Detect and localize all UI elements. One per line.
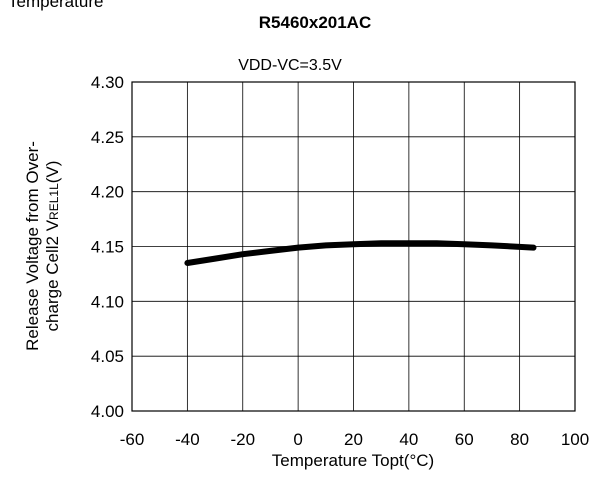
- y-tick-label: 4.20: [91, 183, 124, 202]
- x-tick-label: 80: [510, 430, 529, 449]
- y-tick-label: 4.05: [91, 347, 124, 366]
- cropped-caption: Temperature: [8, 0, 104, 11]
- y-axis-label-line2-sub: REL1L: [47, 183, 61, 220]
- chart-title: R5460x201AC: [259, 13, 371, 32]
- y-tick-label: 4.10: [91, 292, 124, 311]
- x-tick-label: 100: [561, 430, 589, 449]
- series-group: [184, 240, 537, 266]
- x-tick-label: -40: [175, 430, 200, 449]
- series-line: [184, 240, 537, 266]
- y-axis-label-line1-group: Release Voltage from Over-: [23, 141, 42, 351]
- x-axis-label: Temperature Topt(°C): [272, 451, 434, 470]
- y-tick-labels: 4.00 4.05 4.10 4.15 4.20 4.25 4.30: [91, 73, 124, 421]
- x-tick-label: 20: [344, 430, 363, 449]
- y-tick-label: 4.25: [91, 128, 124, 147]
- x-tick-label: -20: [230, 430, 255, 449]
- x-tick-label: 60: [455, 430, 474, 449]
- x-tick-label: -60: [120, 430, 145, 449]
- y-tick-label: 4.00: [91, 402, 124, 421]
- y-axis-label-line2-end: (V): [43, 161, 62, 184]
- y-tick-label: 4.30: [91, 73, 124, 92]
- y-tick-label: 4.15: [91, 238, 124, 257]
- y-axis-label-line1: Release Voltage from Over-: [23, 141, 42, 351]
- plot-frame: [131, 81, 576, 412]
- y-axis-label-line2-main: charge Cell2 V: [43, 219, 62, 331]
- x-tick-labels: -60 -40 -20 0 20 40 60 80 100: [120, 430, 589, 449]
- y-axis-label-line2: charge Cell2 VREL1L(V): [43, 161, 62, 332]
- y-axis-label-line2-group: charge Cell2 VREL1L(V): [43, 161, 62, 332]
- x-tick-label: 40: [399, 430, 418, 449]
- x-tick-label: 0: [293, 430, 302, 449]
- chart-subtitle: VDD-VC=3.5V: [238, 57, 342, 74]
